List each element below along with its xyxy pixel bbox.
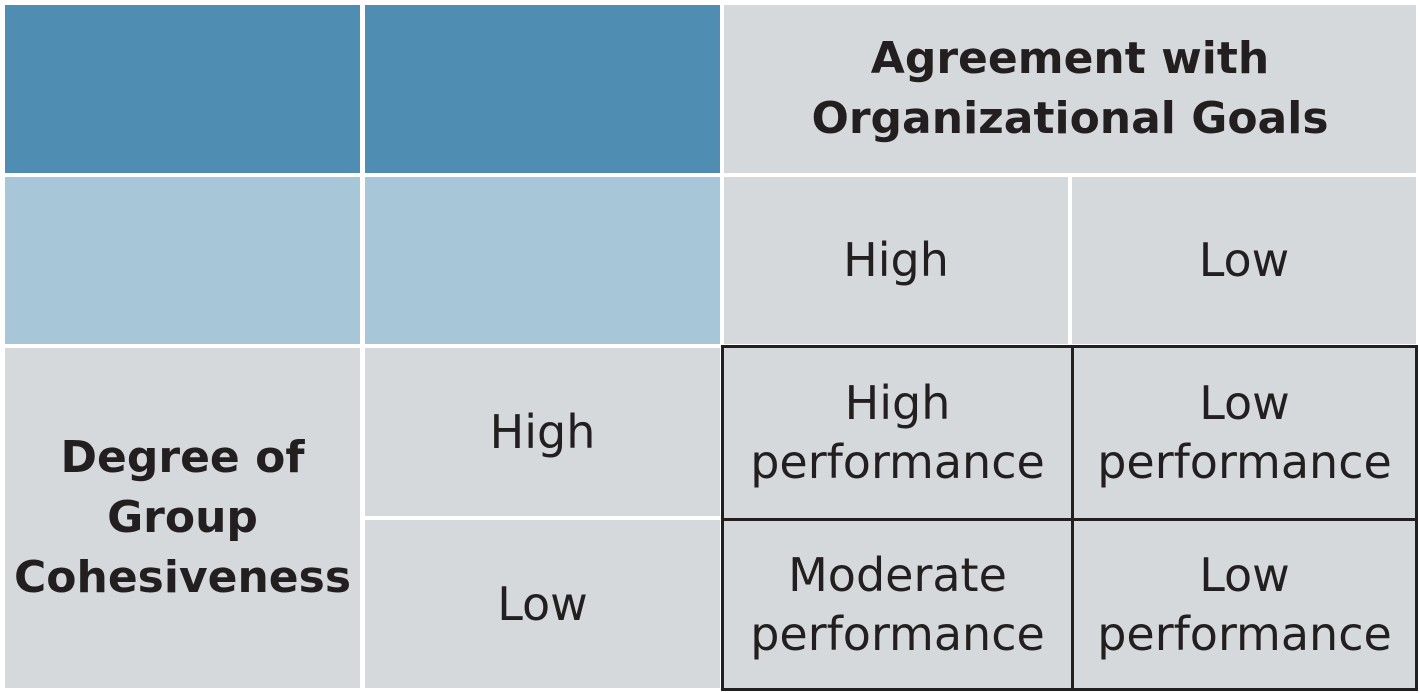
outcome-line-1: Low <box>1199 547 1290 602</box>
corner-cell-dark-2 <box>365 5 720 173</box>
outcome-line-2: performance <box>750 606 1045 661</box>
row-header-high-label: High <box>489 404 596 459</box>
column-header-low-label: Low <box>1198 233 1290 287</box>
outcome-low-cohesion-high-agreement: Moderate performance <box>724 521 1071 688</box>
row-title-line-2: Group <box>107 492 258 543</box>
row-title-line-3: Cohesiveness <box>13 552 352 603</box>
outcome-line-2: performance <box>750 435 1045 489</box>
outcome-high-cohesion-low-agreement: Low performance <box>1074 348 1415 518</box>
column-title-line-1: Agreement with <box>870 33 1270 84</box>
row-header-low: Low <box>365 520 720 688</box>
corner-cell-light-2 <box>365 177 720 344</box>
outcome-line-1: Low <box>1199 376 1290 430</box>
row-title-line-1: Degree of <box>60 432 305 483</box>
row-header-low-label: Low <box>497 576 588 631</box>
column-header-high: High <box>724 177 1068 344</box>
corner-cell-dark-1 <box>5 5 360 173</box>
corner-cell-light-1 <box>5 177 360 344</box>
column-header-low: Low <box>1072 177 1416 344</box>
column-title: Agreement with Organizational Goals <box>724 5 1416 173</box>
outcome-grid-horizontal-divider <box>724 518 1415 521</box>
outcome-line-2: performance <box>1097 606 1392 661</box>
outcome-high-cohesion-high-agreement: High performance <box>724 348 1071 518</box>
row-header-high: High <box>365 348 720 516</box>
outcome-grid: High performance Low performance Moderat… <box>721 345 1418 691</box>
outcome-line-2: performance <box>1097 435 1392 489</box>
outcome-line-1: Moderate <box>788 547 1007 602</box>
column-title-line-2: Organizational Goals <box>811 93 1329 144</box>
outcome-line-1: High <box>844 376 951 430</box>
column-header-high-label: High <box>843 233 949 287</box>
row-title: Degree of Group Cohesiveness <box>5 348 360 688</box>
outcome-low-cohesion-low-agreement: Low performance <box>1074 521 1415 688</box>
